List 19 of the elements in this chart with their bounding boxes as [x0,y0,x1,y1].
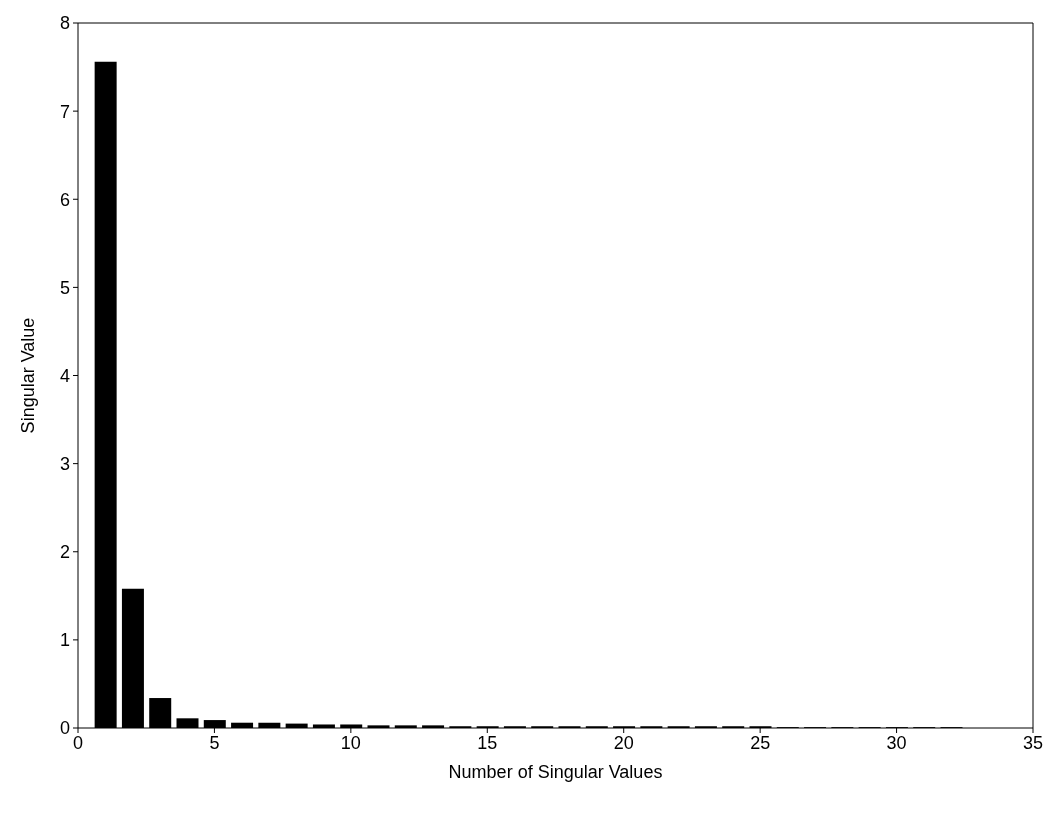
y-tick-label: 3 [59,454,70,475]
x-tick-label: 10 [340,732,361,753]
y-tick-label: 8 [59,13,70,34]
y-tick-label: 0 [59,718,70,739]
y-tick-label: 1 [59,630,70,651]
x-tick-label: 35 [1022,732,1044,753]
x-tick-label: 30 [886,732,907,753]
x-tick-label: 20 [613,732,634,753]
x-tick-label: 5 [209,732,220,753]
y-axis-title: Singular Value [18,317,39,434]
x-tick-label: 15 [477,732,498,753]
y-tick-label: 6 [59,189,70,210]
x-axis-title: Number of Singular Values [448,762,663,782]
x-tick-label: 0 [72,732,84,753]
y-tick-label: 7 [59,101,70,122]
y-tick-label: 5 [59,277,70,298]
y-tick-label: 4 [59,365,70,386]
x-tick-label: 25 [750,732,771,753]
y-tick-label: 2 [59,542,70,563]
